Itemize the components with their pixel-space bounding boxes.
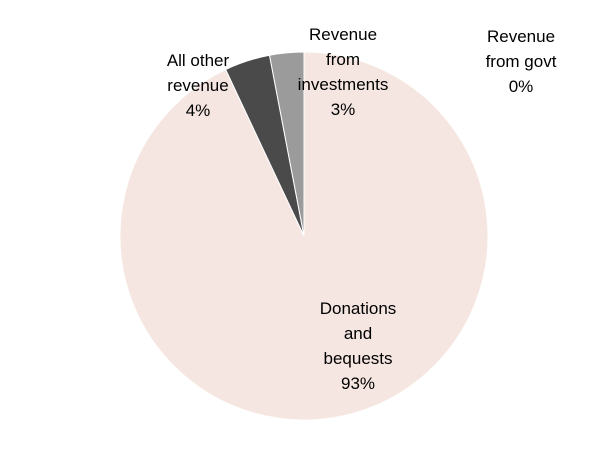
slice-percent: 93% [341, 374, 375, 393]
slice-label-line: investments [298, 75, 389, 94]
slice-label-line: from govt [486, 52, 557, 71]
slice-label-line: All other [167, 51, 230, 70]
pie-slice-3 [268, 51, 305, 237]
slice-label-1: Donations and bequests 93% [320, 299, 397, 393]
slice-label-line: revenue [167, 76, 228, 95]
slice-label-line: Revenue [309, 25, 377, 44]
slice-label-line: from [326, 50, 360, 69]
slice-label-line: bequests [324, 349, 393, 368]
slice-label-line: Donations [320, 299, 397, 318]
slice-percent: 0% [509, 77, 534, 96]
slice-label-line: and [344, 324, 372, 343]
slice-label-3: Revenue from investments 3% [298, 25, 389, 119]
slice-percent: 3% [331, 100, 356, 119]
slice-label-0: Revenue from govt 0% [486, 27, 557, 96]
slice-label-line: Revenue [487, 27, 555, 46]
slice-percent: 4% [186, 101, 211, 120]
slice-label-2: All other revenue 4% [167, 51, 230, 120]
